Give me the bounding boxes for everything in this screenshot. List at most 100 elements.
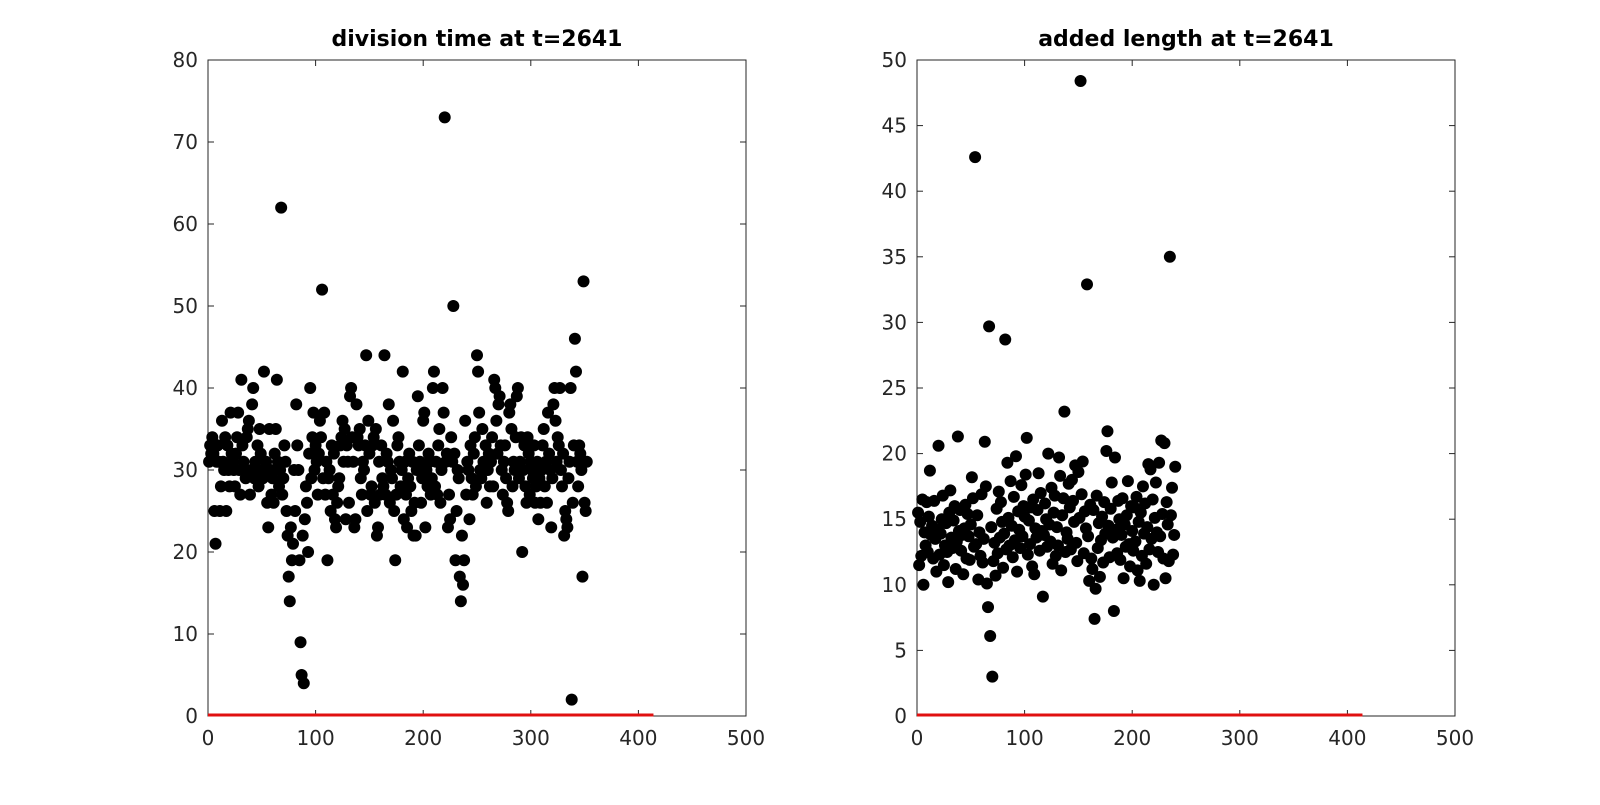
data-point <box>426 382 439 394</box>
data-point <box>1004 475 1017 488</box>
data-point <box>1007 490 1020 503</box>
data-point <box>1074 74 1087 87</box>
data-point <box>1127 544 1140 557</box>
data-point <box>362 414 375 427</box>
data-point <box>314 431 327 444</box>
y-tick-label: 40 <box>173 376 198 400</box>
data-point <box>1140 557 1153 570</box>
data-point <box>253 423 266 435</box>
data-point <box>220 505 233 517</box>
data-point <box>361 505 374 517</box>
data-point <box>331 496 344 509</box>
data-point <box>277 472 290 485</box>
y-tick-label: 30 <box>173 458 198 482</box>
data-point <box>234 488 247 501</box>
data-point <box>454 595 467 608</box>
data-point <box>229 447 242 460</box>
x-tick-label: 500 <box>1436 726 1474 750</box>
data-point <box>468 431 481 444</box>
data-point <box>502 505 515 517</box>
data-point <box>528 439 541 452</box>
data-point <box>914 515 927 528</box>
y-tick-label: 10 <box>173 622 198 646</box>
data-point <box>557 447 570 460</box>
data-point <box>1160 496 1173 509</box>
data-point <box>1120 509 1133 522</box>
data-point <box>246 398 259 411</box>
data-point <box>1058 405 1071 418</box>
data-point <box>418 406 431 419</box>
data-point <box>296 529 309 542</box>
data-point <box>992 485 1005 498</box>
data-point <box>290 398 303 411</box>
data-point <box>302 546 315 558</box>
x-tick-label: 500 <box>727 726 765 750</box>
data-point <box>455 529 468 542</box>
data-point <box>347 455 360 468</box>
data-point <box>284 521 297 534</box>
data-point <box>1134 506 1147 519</box>
data-point <box>506 480 519 493</box>
data-point <box>1153 456 1166 469</box>
data-point <box>1130 490 1143 503</box>
data-point <box>278 439 291 452</box>
data-point <box>338 423 351 435</box>
data-point <box>985 521 998 534</box>
data-point <box>345 382 358 394</box>
data-point <box>1164 509 1177 522</box>
data-point <box>267 496 280 509</box>
data-point <box>1149 476 1162 489</box>
data-point <box>1116 492 1129 505</box>
data-point <box>546 472 559 485</box>
data-point <box>579 505 592 517</box>
x-tick-label: 400 <box>1328 726 1366 750</box>
data-point <box>1132 515 1145 528</box>
data-point <box>580 455 593 468</box>
data-point <box>1054 469 1067 482</box>
data-point <box>473 406 486 419</box>
data-point <box>1011 565 1024 578</box>
data-point <box>1089 582 1102 595</box>
data-point <box>289 505 302 517</box>
data-point <box>1036 590 1049 603</box>
data-point <box>1126 525 1139 538</box>
data-point <box>1082 530 1095 543</box>
data-point <box>457 578 470 591</box>
data-point <box>577 275 590 288</box>
data-point <box>1168 528 1181 541</box>
data-point <box>1057 492 1070 505</box>
chart-panel-2: added length at t=2641 0 100 200 300 400 500 0 5… <box>882 27 1475 750</box>
x-tick-label: 200 <box>1113 726 1151 750</box>
data-point <box>984 629 997 642</box>
data-point <box>467 447 480 460</box>
data-point <box>576 570 589 583</box>
data-point <box>432 439 445 452</box>
data-point <box>1129 535 1142 548</box>
data-point <box>276 488 289 501</box>
data-point <box>358 464 371 476</box>
data-point <box>498 439 511 452</box>
data-point <box>209 537 222 550</box>
data-point <box>932 439 945 452</box>
data-point <box>574 447 587 460</box>
data-point <box>404 480 417 493</box>
data-point <box>1050 521 1063 534</box>
data-point <box>983 320 996 333</box>
data-point <box>1105 476 1118 489</box>
data-point <box>450 505 463 517</box>
data-point <box>1100 444 1113 457</box>
data-point <box>438 111 451 124</box>
x-tick-label: 100 <box>1006 726 1044 750</box>
data-point <box>1114 553 1127 566</box>
data-point <box>1076 455 1089 468</box>
data-point <box>1086 563 1099 576</box>
data-point <box>291 439 304 452</box>
data-point <box>536 439 549 452</box>
data-point <box>247 382 260 394</box>
data-point <box>283 595 296 608</box>
data-point <box>912 506 925 519</box>
data-point <box>1159 572 1172 585</box>
data-point <box>475 472 488 485</box>
data-point <box>412 439 425 452</box>
